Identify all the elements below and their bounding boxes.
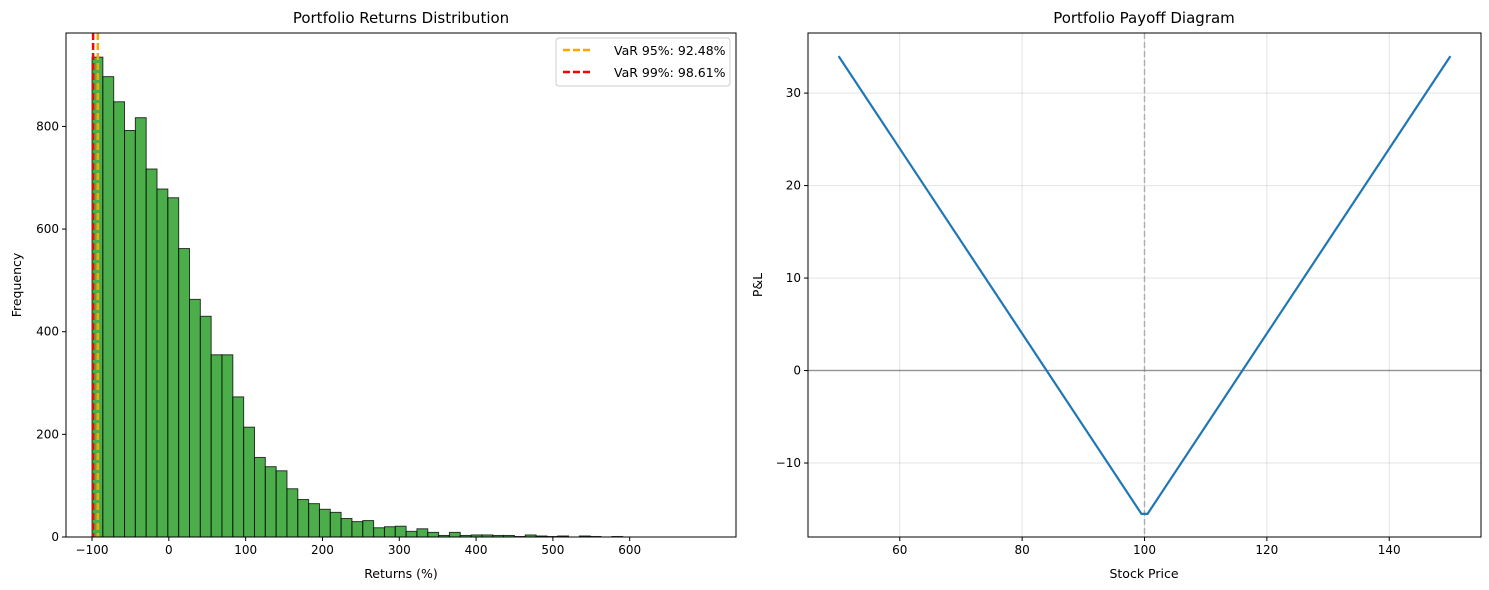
x-tick-label: 0 [165,543,173,557]
y-tick-label: 400 [36,325,59,339]
x-tick-label: 600 [618,543,641,557]
histogram-bar [124,130,136,538]
payoff-x-ticks: 60 80 100 120 140 [892,537,1401,557]
payoff-series-line [837,55,1452,515]
payoff-y-ticks: −10 0 10 20 30 [776,86,808,470]
histogram-title: Portfolio Returns Distribution [293,9,509,27]
histogram-y-ticks: 0 200 400 600 800 [36,119,66,544]
histogram-bar [189,298,201,538]
histogram-bar [232,396,245,538]
var-lines [91,33,100,537]
histogram-bar [243,426,255,538]
x-tick-label: 60 [892,543,907,557]
histogram-bar [394,525,407,538]
histogram-x-ticks: −100 0 100 200 300 400 500 600 [76,537,641,557]
x-tick-label: 500 [541,543,564,557]
histogram-bar [156,188,169,538]
histogram-bar [318,508,331,538]
histogram-bar [373,527,385,538]
histogram-bar [221,354,234,538]
x-tick-label: 140 [1378,543,1401,557]
histogram-bar [351,521,364,538]
histogram-bar [297,499,310,538]
histogram-bar [275,470,288,538]
y-tick-label: 30 [786,86,801,100]
x-tick-label: 100 [234,543,257,557]
histogram-bar [427,531,440,538]
y-tick-label: 200 [36,427,59,441]
histogram-bar [253,456,266,538]
histogram-bar [340,518,353,538]
payoff-reference-lines [808,33,1481,537]
y-tick-label: 0 [793,364,801,378]
payoff-title: Portfolio Payoff Diagram [1053,9,1235,27]
y-tick-label: 800 [36,119,59,133]
histogram-bar [383,526,396,538]
histogram-legend: VaR 95%: 92.48% VaR 99%: 98.61% [555,37,731,87]
histogram-bar [329,511,342,538]
legend-var99-label: VaR 99%: 98.61% [614,65,726,80]
histogram-x-axis-label: Returns (%) [364,566,438,581]
histogram-plot-frame [65,32,737,538]
histogram-bar [167,197,180,538]
histogram-bar [264,466,277,538]
legend-var95-label: VaR 95%: 92.48% [614,43,726,58]
y-tick-label: 600 [36,222,59,236]
x-tick-label: 200 [311,543,334,557]
histogram-bar [448,531,461,538]
payoff-x-axis-label: Stock Price [1109,566,1178,581]
x-tick-label: 120 [1255,543,1278,557]
histogram-bar [102,76,115,538]
x-tick-label: −100 [76,543,109,557]
y-tick-label: 10 [786,271,801,285]
x-tick-label: 300 [388,543,411,557]
histogram-bar [178,248,191,538]
x-tick-label: 100 [1133,543,1156,557]
legend-box [555,37,731,87]
histogram-bar [362,520,375,538]
histogram-bar [113,101,126,538]
histogram-bar [286,488,299,538]
y-tick-label: 20 [786,179,801,193]
payoff-y-axis-label: P&L [750,273,765,297]
payoff-line [837,55,1452,515]
histogram-y-axis-label: Frequency [9,252,24,317]
histogram-bar [145,168,158,538]
histogram-bar [405,530,418,538]
x-tick-label: 400 [465,543,488,557]
histogram-bar [134,117,147,538]
histogram-bar [416,528,429,538]
y-tick-label: −10 [776,456,801,470]
returns-histogram-chart: Portfolio Returns Distribution −100 0 100 2… [9,9,737,581]
histogram-bar [210,354,223,538]
x-tick-label: 80 [1014,543,1029,557]
histogram-bar [199,315,212,538]
histogram-bar [308,503,320,538]
payoff-diagram-chart: Portfolio Payoff Diagram 60 80 100 120 140 −… [750,9,1482,581]
y-tick-label: 0 [51,530,59,544]
